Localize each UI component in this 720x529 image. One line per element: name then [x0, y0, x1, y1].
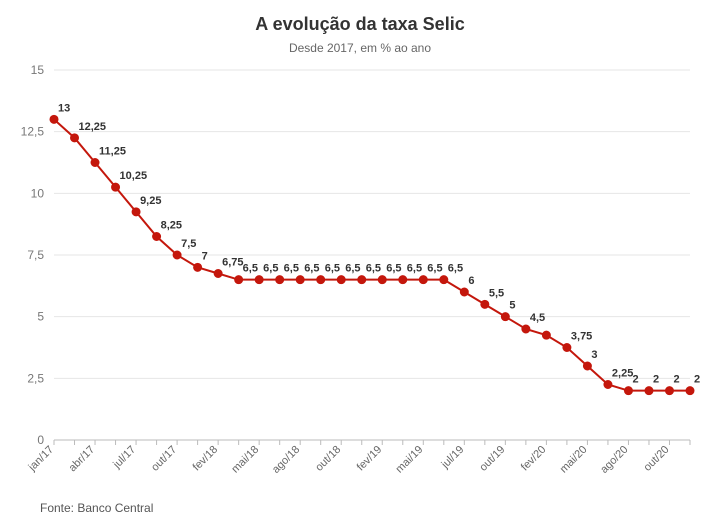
x-tick-label: fev/19: [355, 444, 385, 474]
x-tick-label: abr/17: [67, 444, 98, 475]
point-label: 2,25: [612, 368, 633, 380]
data-point: [214, 270, 222, 278]
y-tick-label: 12,5: [21, 125, 45, 139]
x-tick-label: fev/18: [191, 444, 221, 474]
data-point: [276, 276, 284, 284]
data-point: [337, 276, 345, 284]
data-point: [378, 276, 386, 284]
data-point: [358, 276, 366, 284]
y-tick-label: 10: [31, 186, 45, 200]
data-point: [481, 300, 489, 308]
point-label: 11,25: [99, 146, 126, 158]
source-note: Fonte: Banco Central: [40, 501, 153, 515]
data-point: [91, 159, 99, 167]
point-label: 7: [202, 250, 208, 262]
data-point: [583, 362, 591, 370]
x-tick-label: mai/19: [394, 444, 426, 476]
point-label: 2: [673, 374, 679, 386]
x-tick-label: jan/17: [26, 444, 56, 474]
point-label: 10,25: [120, 170, 148, 182]
data-point: [296, 276, 304, 284]
x-tick-label: mai/20: [558, 444, 590, 476]
point-label: 8,25: [161, 220, 182, 232]
point-label: 9,25: [140, 195, 161, 207]
point-label: 6: [468, 275, 474, 287]
y-tick-label: 2,5: [27, 371, 44, 385]
data-point: [665, 387, 673, 395]
x-tick-label: out/18: [313, 444, 343, 474]
data-point: [645, 387, 653, 395]
data-point: [132, 208, 140, 216]
point-label: 6,5: [448, 263, 463, 275]
data-point: [317, 276, 325, 284]
y-tick-label: 15: [31, 63, 45, 77]
point-label: 6,5: [345, 263, 360, 275]
x-tick-label: ago/18: [270, 444, 302, 476]
point-label: 6,5: [243, 263, 258, 275]
data-point: [563, 344, 571, 352]
x-tick-label: out/20: [641, 444, 671, 474]
x-tick-label: mai/18: [229, 444, 261, 476]
data-point: [419, 276, 427, 284]
data-point: [194, 263, 202, 271]
data-point: [542, 331, 550, 339]
data-point: [440, 276, 448, 284]
y-tick-label: 0: [37, 433, 44, 447]
point-label: 6,5: [427, 263, 442, 275]
data-point: [71, 134, 79, 142]
data-point: [399, 276, 407, 284]
y-tick-label: 7,5: [27, 248, 44, 262]
point-label: 6,5: [366, 263, 381, 275]
data-point: [501, 313, 509, 321]
point-label: 12,25: [79, 121, 107, 133]
point-label: 3: [591, 349, 597, 361]
point-label: 13: [58, 102, 70, 114]
data-point: [50, 115, 58, 123]
x-tick-label: out/17: [149, 444, 179, 474]
point-label: 3,75: [571, 331, 592, 343]
data-point: [235, 276, 243, 284]
point-label: 6,5: [386, 263, 401, 275]
chart-container: A evolução da taxa Selic Desde 2017, em …: [0, 0, 720, 529]
point-label: 2: [694, 374, 700, 386]
x-tick-label: ago/20: [598, 444, 630, 476]
x-tick-label: fev/20: [519, 444, 549, 474]
x-tick-label: jul/17: [110, 444, 138, 472]
point-label: 7,5: [181, 238, 196, 250]
data-point: [686, 387, 694, 395]
point-label: 2: [632, 374, 638, 386]
point-label: 6,5: [304, 263, 319, 275]
chart-svg: 0 2,5 5 7,5 10 12,5 15 jan/17 abr/17 jul/17 out/17…: [0, 0, 720, 529]
data-point: [153, 233, 161, 241]
point-label: 4,5: [530, 312, 545, 324]
point-label: 6,5: [284, 263, 299, 275]
x-tick-label: jul/19: [439, 444, 467, 472]
data-point: [624, 387, 632, 395]
point-label: 6,5: [407, 263, 422, 275]
data-point: [460, 288, 468, 296]
y-tick-label: 5: [37, 310, 44, 324]
data-point: [522, 325, 530, 333]
point-label: 5: [509, 300, 515, 312]
point-label: 6,5: [263, 263, 278, 275]
point-label: 5,5: [489, 287, 504, 299]
point-label: 2: [653, 374, 659, 386]
data-point: [604, 381, 612, 389]
point-label: 6,75: [222, 257, 243, 269]
x-tick-label: out/19: [477, 444, 507, 474]
data-point: [173, 251, 181, 259]
point-label: 6,5: [325, 263, 340, 275]
data-point: [112, 183, 120, 191]
data-point: [255, 276, 263, 284]
